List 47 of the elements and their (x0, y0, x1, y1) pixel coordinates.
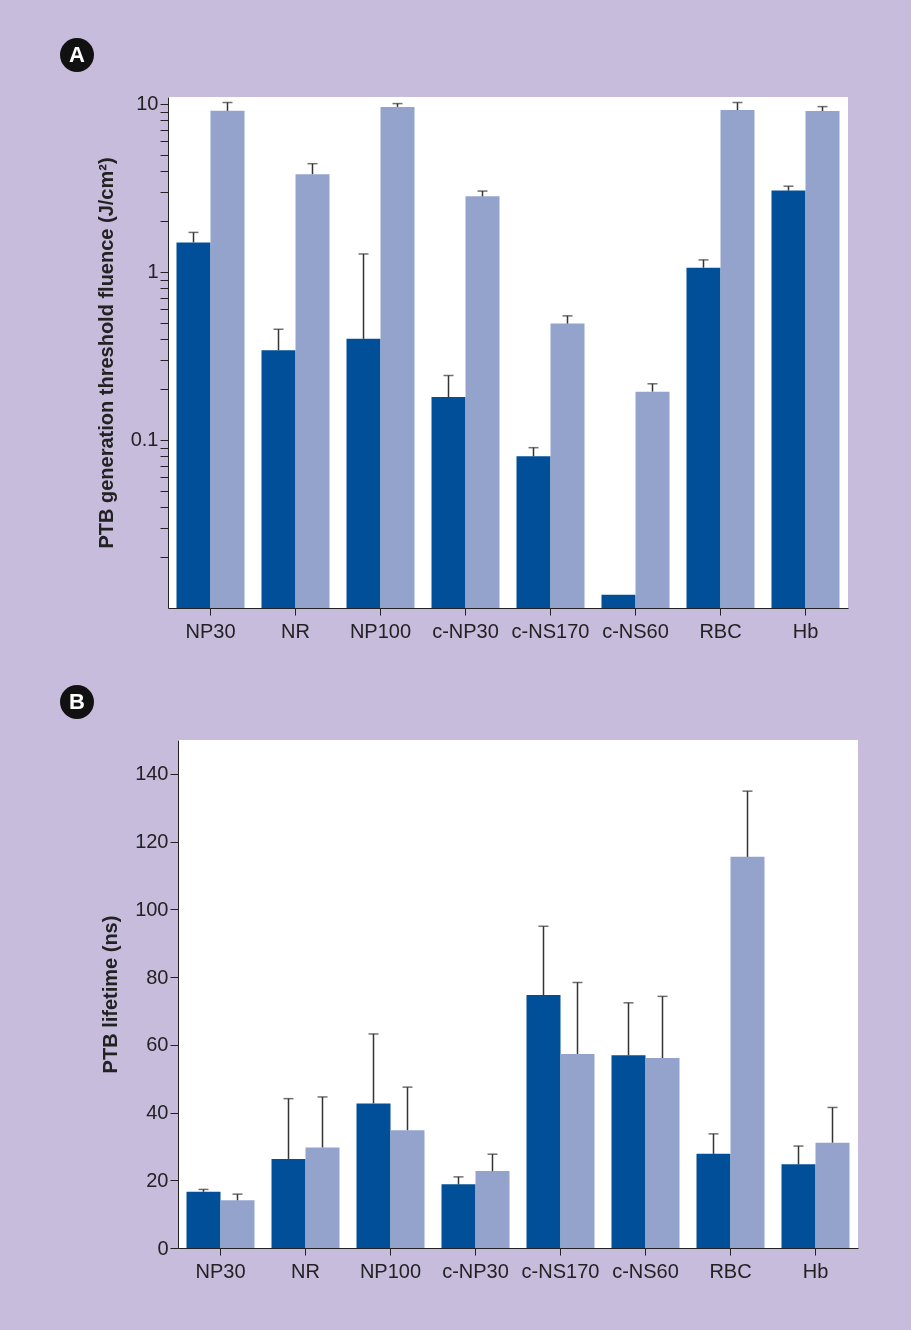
x-tick-label: Hb (792, 619, 819, 642)
bar (271, 1158, 306, 1248)
bar (815, 1142, 850, 1248)
x-tick-label: c-NS170 (511, 619, 590, 642)
bar (220, 1200, 255, 1248)
bar (441, 1184, 476, 1248)
x-tick-label: c-NP30 (432, 619, 499, 642)
bar (560, 1053, 595, 1248)
chart-title: A (60, 38, 94, 72)
x-tick-label: c-NP30 (442, 1259, 509, 1282)
x-tick-label: RBC (709, 1259, 752, 1282)
x-tick-label: c-NS60 (612, 1259, 679, 1282)
x-tick-label: c-NS60 (602, 619, 669, 642)
y-tick-label: 40 (146, 1101, 169, 1124)
bar (475, 1171, 510, 1248)
y-tick-label: 80 (146, 965, 169, 988)
y-tick-label: 120 (135, 830, 169, 853)
chart-title: B (60, 685, 94, 719)
y-tick-label: 0 (157, 1236, 169, 1259)
bar (696, 1153, 731, 1248)
bar (645, 1058, 680, 1248)
bar (356, 1103, 391, 1248)
bar (730, 856, 765, 1248)
y-tick-label: 100 (135, 897, 169, 920)
x-tick-label: NR (291, 1259, 320, 1282)
x-tick-label: NP30 (185, 619, 236, 642)
y-axis-title: PTB generation threshold fluence (J/cm²) (94, 157, 117, 549)
y-tick-label: 20 (146, 1168, 169, 1191)
y-axis-title: PTB lifetime (ns) (99, 915, 122, 1074)
x-tick-label: NR (281, 619, 310, 642)
x-tick-label: NP100 (359, 1259, 422, 1282)
y-tick-label: 0.1 (130, 428, 159, 451)
bar (526, 995, 561, 1248)
x-tick-label: NP100 (349, 619, 412, 642)
y-tick-label: 1 (147, 260, 159, 283)
bar (390, 1130, 425, 1248)
x-tick-label: RBC (699, 619, 742, 642)
bar (186, 1191, 221, 1248)
x-tick-label: c-NS170 (521, 1259, 600, 1282)
bar (781, 1164, 816, 1248)
y-tick-label: 60 (146, 1033, 169, 1056)
bar (305, 1147, 340, 1248)
x-tick-label: Hb (802, 1259, 829, 1282)
y-tick-label: 140 (135, 762, 169, 785)
bar (611, 1055, 646, 1248)
x-tick-label: NP30 (195, 1259, 246, 1282)
y-tick-label: 10 (136, 92, 159, 115)
